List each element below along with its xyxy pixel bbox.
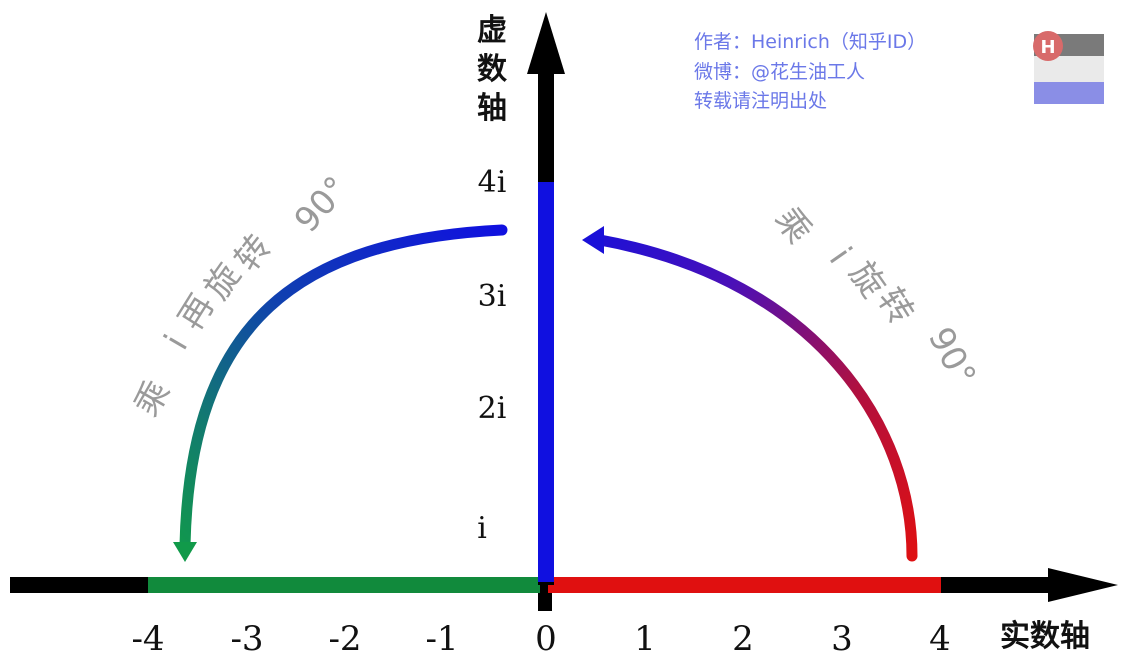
logo-bar-bottom [1034, 82, 1104, 104]
real-tick-label: -1 [425, 619, 458, 659]
real-axis-arrowhead [1048, 568, 1118, 602]
logo-circle [1033, 31, 1063, 61]
imag-tick-label: 4i [478, 165, 507, 200]
credit-repost-notice: 转载请注明出处 [694, 90, 827, 112]
imag-tick-label: 2i [478, 391, 507, 426]
real-axis-negative-segment [148, 577, 540, 593]
imag-axis-title: 虚 数 轴 [477, 13, 508, 126]
real-tick-label: -2 [328, 619, 361, 659]
real-tick-label: 2 [732, 619, 754, 659]
rot-char: 乘 [127, 374, 179, 423]
rot-char: i [157, 328, 196, 356]
logo-letter: H [1040, 37, 1055, 58]
imag-tick-label: i [477, 511, 487, 546]
imag-tick-labels: i 2i 3i 4i [477, 165, 506, 546]
arc-right [582, 226, 918, 562]
author-logo: H [1033, 31, 1104, 104]
right-rotation-label: 乘 i 旋 转 90° [767, 200, 984, 393]
rot-char: 90° [287, 169, 357, 241]
credit-author: 作者：Heinrich（知乎ID） [694, 31, 926, 53]
origin-tick [538, 593, 552, 611]
real-axis-positive-segment [548, 577, 941, 593]
arc-right-curve [594, 234, 918, 562]
real-tick-label: 1 [634, 619, 656, 659]
imag-axis-arrowhead [527, 12, 565, 74]
real-tick-label: 4 [929, 619, 951, 659]
rot-char: 90° [920, 321, 984, 393]
arc-left-curve [179, 224, 508, 551]
imag-axis-positive-segment [538, 182, 554, 582]
imag-axis-title-char: 轴 [477, 91, 507, 126]
rot-char: i [821, 240, 859, 271]
arc-right-arrowhead [582, 226, 604, 254]
imaginary-axis [527, 12, 565, 585]
arc-left [173, 224, 508, 562]
credit-weibo: 微博：@花生油工人 [694, 61, 865, 83]
credit-block: 作者：Heinrich（知乎ID） 微博：@花生油工人 转载请注明出处 [694, 31, 926, 112]
real-axis-title: 实数轴 [1000, 619, 1090, 654]
real-tick-label: -4 [131, 619, 164, 659]
imag-tick-label: 3i [478, 279, 507, 314]
real-axis [10, 568, 1118, 611]
real-tick-label: -3 [230, 619, 263, 659]
rot-char: 乘 [767, 200, 819, 251]
arc-left-arrowhead [173, 542, 197, 562]
left-rotation-label: 乘 i 再 旋 转 90° [127, 169, 357, 423]
imag-axis-title-char: 数 [477, 52, 508, 87]
real-tick-label: 3 [831, 619, 853, 659]
real-tick-labels: -4 -3 -2 -1 0 1 2 3 4 [131, 619, 950, 659]
imag-axis-title-char: 虚 [477, 13, 507, 48]
real-tick-label: 0 [535, 619, 557, 659]
